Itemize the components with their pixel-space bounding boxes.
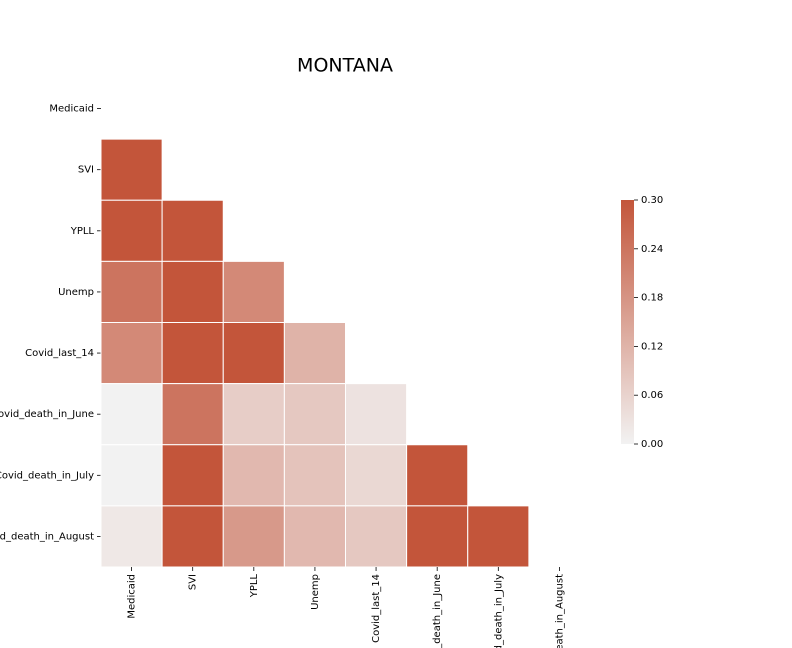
heatmap-cell: [222, 505, 285, 568]
heatmap-cell: [283, 444, 346, 507]
heatmap-cell: [406, 505, 469, 568]
chart-title: MONTANA: [297, 55, 393, 77]
x-tick-label: Covid_death_in_June: [432, 574, 443, 648]
heatmap-cell: [222, 444, 285, 507]
y-tick-label: Covid_last_14: [25, 348, 94, 359]
heatmap-cell: [161, 199, 224, 262]
heatmap-cell: [467, 505, 530, 568]
y-tick-label: YPLL: [70, 226, 95, 237]
heatmap-cell: [283, 505, 346, 568]
y-tick-label: Unemp: [58, 287, 94, 298]
heatmap-cell: [283, 322, 346, 385]
heatmap-cell: [222, 322, 285, 385]
heatmap-cell: [406, 444, 469, 507]
y-tick-label: SVI: [78, 165, 94, 176]
x-tick-label: Medicaid: [127, 574, 138, 619]
heatmap-cell: [161, 505, 224, 568]
colorbar-tick-label: 0.00: [641, 439, 663, 450]
heatmap-cell: [283, 383, 346, 446]
heatmap-cell: [161, 322, 224, 385]
colorbar-tick-label: 0.12: [641, 341, 663, 352]
x-tick-label: SVI: [188, 574, 199, 590]
x-tick-label: YPLL: [249, 574, 260, 599]
colorbar: [621, 200, 634, 444]
heatmap-cell: [100, 199, 163, 262]
heatmap-cell: [100, 505, 163, 568]
colorbar-tick-label: 0.24: [641, 244, 663, 255]
heatmap-cell: [161, 383, 224, 446]
y-tick-label: Covid_death_in_August: [0, 531, 94, 542]
heatmap-cell: [100, 444, 163, 507]
x-tick-label: Covid_death_in_July: [493, 574, 504, 648]
x-tick-label: Unemp: [310, 574, 321, 610]
heatmap-cell: [222, 383, 285, 446]
y-tick-label: Covid_death_in_July: [0, 470, 94, 481]
heatmap-cell: [222, 260, 285, 323]
heatmap-cell: [161, 444, 224, 507]
colorbar-tick-label: 0.30: [641, 195, 663, 206]
heatmap-cell: [161, 260, 224, 323]
colorbar-tick-label: 0.06: [641, 390, 663, 401]
heatmap-cell: [100, 260, 163, 323]
heatmap-cell: [345, 444, 408, 507]
heatmap-cell: [100, 383, 163, 446]
colorbar-tick-label: 0.18: [641, 293, 663, 304]
heatmap-cell: [345, 383, 408, 446]
y-tick-label: Medicaid: [49, 104, 94, 115]
x-tick-label: Covid_death_in_August: [554, 574, 565, 648]
heatmap-cell: [100, 138, 163, 201]
y-tick-label: Covid_death_in_June: [0, 409, 94, 420]
x-tick-label: Covid_last_14: [371, 574, 382, 643]
heatmap-cell: [100, 322, 163, 385]
heatmap-cell: [345, 505, 408, 568]
